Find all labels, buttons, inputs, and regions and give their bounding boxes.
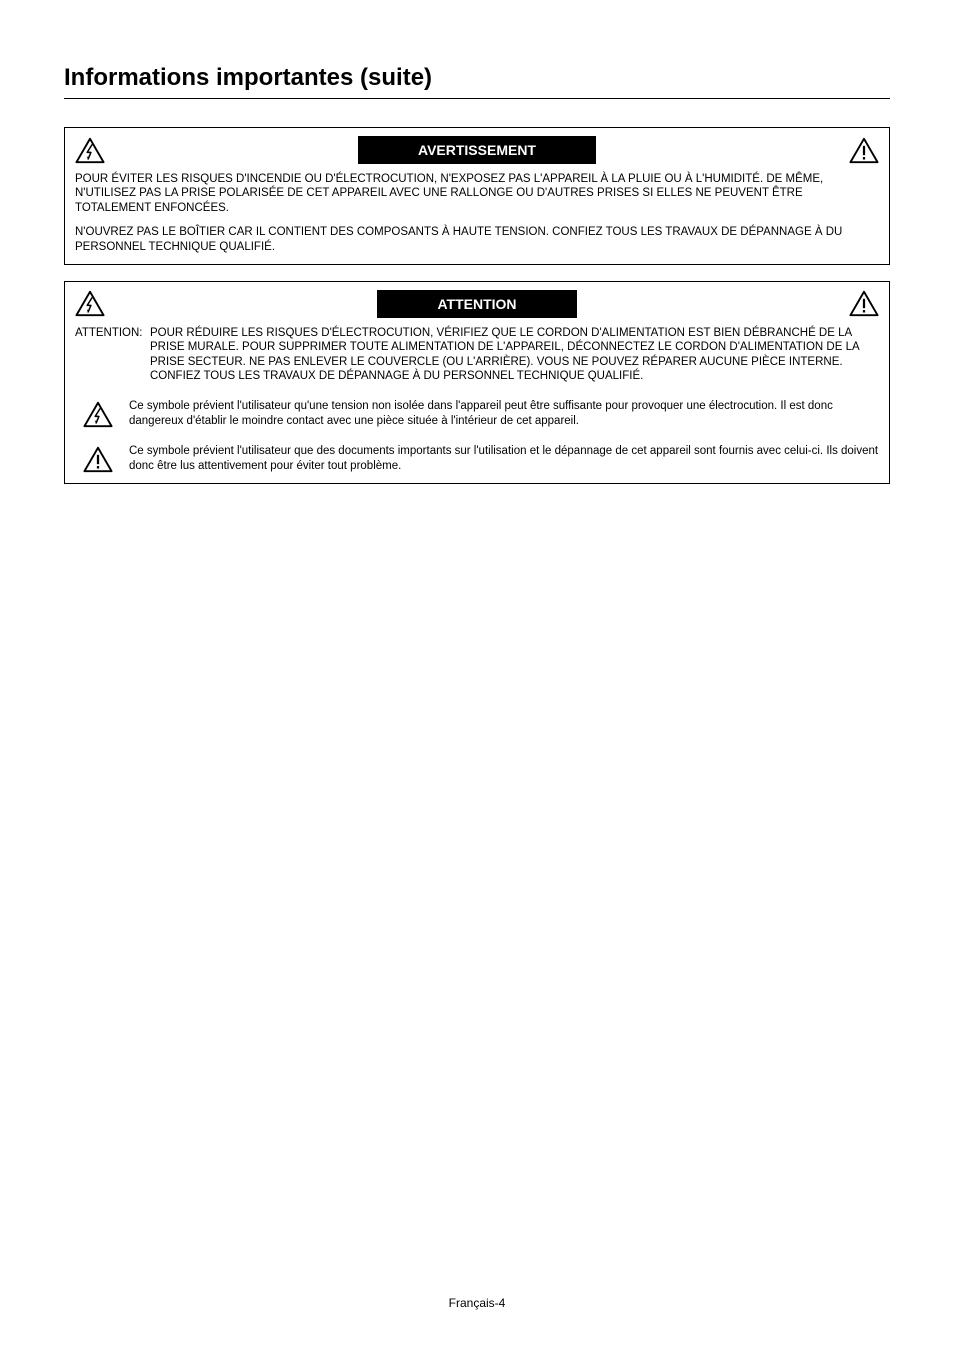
document-page: Informations importantes (suite) AVERTIS… bbox=[0, 0, 954, 1350]
symbol-text-lightning: Ce symbole prévient l'utilisateur qu'une… bbox=[121, 399, 879, 428]
symbol-row-lightning: Ce symbole prévient l'utilisateur qu'une… bbox=[75, 399, 879, 428]
avertissement-para2: N'OUVREZ PAS LE BOÎTIER CAR IL CONTIENT … bbox=[75, 225, 879, 254]
header-label-wrap: AVERTISSEMENT bbox=[115, 136, 839, 164]
exclaim-triangle-icon bbox=[83, 446, 113, 473]
icon-slot-left bbox=[75, 290, 115, 317]
page-footer: Français-4 bbox=[0, 1296, 954, 1310]
attention-header: ATTENTION bbox=[75, 290, 879, 318]
header-label-wrap: ATTENTION bbox=[115, 290, 839, 318]
exclaim-triangle-icon bbox=[849, 290, 879, 317]
avertissement-para1: POUR ÉVITER LES RISQUES D'INCENDIE OU D'… bbox=[75, 172, 879, 215]
title-rule bbox=[64, 98, 890, 99]
attention-body: ATTENTION: POUR RÉDUIRE LES RISQUES D'ÉL… bbox=[75, 326, 879, 474]
page-title: Informations importantes (suite) bbox=[64, 64, 890, 92]
symbol-icon-slot bbox=[75, 399, 121, 428]
avertissement-box: AVERTISSEMENT POUR ÉVITER LES RISQUES D'… bbox=[64, 127, 890, 265]
icon-slot-left bbox=[75, 137, 115, 164]
icon-slot-right bbox=[839, 290, 879, 317]
avertissement-header: AVERTISSEMENT bbox=[75, 136, 879, 164]
avertissement-label: AVERTISSEMENT bbox=[358, 136, 596, 164]
exclaim-triangle-icon bbox=[849, 137, 879, 164]
lightning-triangle-icon bbox=[75, 290, 105, 317]
attention-row-label: ATTENTION: bbox=[75, 326, 150, 384]
icon-slot-right bbox=[839, 137, 879, 164]
attention-box: ATTENTION ATTENTION: POUR RÉDUIRE LES RI… bbox=[64, 281, 890, 485]
symbol-row-exclaim: Ce symbole prévient l'utilisateur que de… bbox=[75, 444, 879, 473]
lightning-triangle-icon bbox=[75, 137, 105, 164]
attention-label: ATTENTION bbox=[377, 290, 576, 318]
attention-row: ATTENTION: POUR RÉDUIRE LES RISQUES D'ÉL… bbox=[75, 326, 879, 384]
lightning-triangle-icon bbox=[83, 401, 113, 428]
symbol-icon-slot bbox=[75, 444, 121, 473]
avertissement-body: POUR ÉVITER LES RISQUES D'INCENDIE OU D'… bbox=[75, 172, 879, 254]
attention-row-text: POUR RÉDUIRE LES RISQUES D'ÉLECTROCUTION… bbox=[150, 326, 879, 384]
symbol-text-exclaim: Ce symbole prévient l'utilisateur que de… bbox=[121, 444, 879, 473]
